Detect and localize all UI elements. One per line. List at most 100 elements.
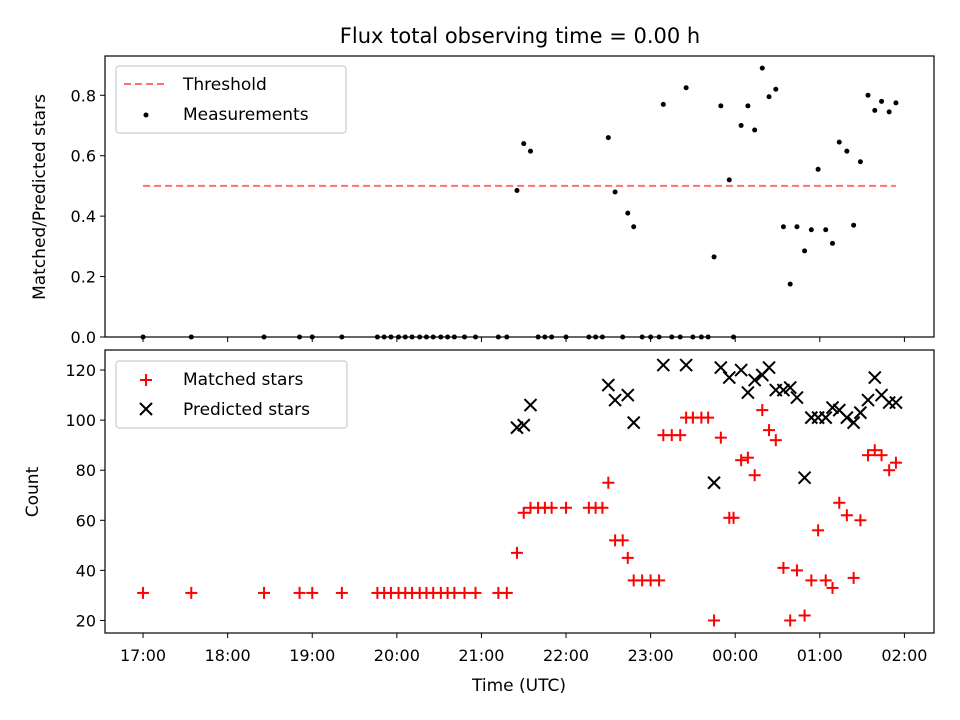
bottom-xtick-label: 19:00 bbox=[289, 646, 335, 665]
matched-star-point bbox=[883, 464, 896, 477]
bottom-ytick-label: 60 bbox=[76, 511, 96, 530]
predicted-star-point bbox=[846, 415, 861, 430]
bottom-legend: Matched stars Predicted stars bbox=[115, 360, 348, 429]
matched-star-point bbox=[868, 444, 881, 457]
matched-star-point bbox=[258, 586, 271, 599]
measurement-point bbox=[726, 177, 732, 183]
matched-star-point bbox=[137, 586, 150, 599]
measurement-point bbox=[660, 101, 666, 107]
predicted-star-point bbox=[734, 363, 748, 377]
predicted-star-point bbox=[626, 415, 641, 430]
measurement-point bbox=[844, 148, 850, 154]
matched-star-point bbox=[833, 496, 846, 509]
measurement-point bbox=[718, 103, 724, 109]
measurement-point bbox=[857, 159, 863, 165]
measurement-point bbox=[787, 281, 793, 287]
predicted-star-point bbox=[741, 385, 755, 400]
matched-star-point bbox=[653, 574, 666, 587]
top-axis-ticks: 0.0 0.2 0.4 0.6 0.8 bbox=[71, 86, 905, 347]
measurement-point bbox=[815, 166, 821, 172]
measurement-point bbox=[766, 94, 772, 100]
top-ytick-label: 0.6 bbox=[71, 147, 96, 166]
measurement-point bbox=[872, 107, 878, 113]
bottom-ytick-label: 120 bbox=[65, 361, 96, 380]
predicted-star-point bbox=[889, 395, 903, 410]
matched-star-point bbox=[621, 551, 634, 564]
bottom-panel: 20 40 60 80 100 120 17:00 18:00 19:00 20:00 21:00 2… bbox=[23, 349, 935, 696]
matched-star-point bbox=[756, 404, 769, 417]
matched-star-point bbox=[784, 614, 797, 627]
top-ylabel: Matched/Predicted stars bbox=[30, 94, 50, 300]
bottom-xtick-label: 18:00 bbox=[205, 646, 251, 665]
matched-legend-label: Matched stars bbox=[183, 370, 303, 390]
predicted-star-point bbox=[523, 398, 538, 412]
measurement-point bbox=[527, 148, 533, 154]
measurement-point bbox=[752, 127, 758, 133]
matched-star-point bbox=[510, 546, 523, 559]
bottom-xlabel: Time (UTC) bbox=[471, 676, 566, 696]
measurement-point bbox=[745, 103, 751, 109]
predicted-star-point bbox=[861, 393, 875, 407]
measurement-point bbox=[773, 86, 779, 92]
bottom-xtick-label: 23:00 bbox=[628, 646, 674, 665]
predicted-star-point bbox=[882, 395, 896, 410]
top-ytick-label: 0.2 bbox=[71, 268, 96, 287]
measurement-point bbox=[893, 100, 899, 106]
matched-star-point bbox=[735, 454, 748, 467]
measurement-point bbox=[605, 135, 611, 141]
matched-star-point bbox=[616, 534, 629, 547]
matched-star-point bbox=[862, 449, 875, 462]
matched-star-point bbox=[889, 456, 902, 469]
measurement-point bbox=[683, 85, 689, 91]
measurement-point bbox=[808, 227, 814, 233]
matched-star-point bbox=[448, 586, 461, 599]
bottom-ytick-label: 20 bbox=[76, 611, 96, 630]
matched-star-point bbox=[812, 524, 825, 537]
matched-star-point bbox=[545, 501, 558, 514]
measurement-point bbox=[631, 224, 637, 230]
matched-star-point bbox=[875, 449, 888, 462]
threshold-legend-label: Threshold bbox=[182, 75, 267, 95]
matched-star-point bbox=[458, 586, 471, 599]
measurement-point bbox=[625, 210, 631, 216]
matched-star-point bbox=[702, 411, 715, 424]
matched-star-point bbox=[763, 424, 776, 437]
bottom-legend-box bbox=[115, 360, 348, 429]
predicted-star-point bbox=[714, 360, 728, 375]
predicted-star-point bbox=[790, 390, 804, 405]
matched-star-point bbox=[185, 586, 198, 599]
bottom-ytick-label: 40 bbox=[76, 561, 96, 580]
matched-star-point bbox=[741, 451, 754, 464]
predicted-star-point bbox=[868, 370, 882, 385]
predicted-star-point bbox=[601, 378, 616, 392]
predicted-star-point bbox=[621, 388, 635, 402]
predicted-star-point bbox=[608, 393, 622, 407]
measurement-point bbox=[836, 139, 842, 145]
matched-star-point bbox=[517, 506, 530, 519]
matched-star-point bbox=[500, 586, 513, 599]
predicted-star-point bbox=[762, 360, 776, 375]
predicted-star-point bbox=[747, 373, 762, 387]
matched-star-point bbox=[777, 561, 790, 574]
measurement-point bbox=[802, 248, 808, 254]
measurement-point bbox=[711, 254, 717, 260]
top-ytick-label: 0.0 bbox=[71, 328, 96, 347]
matched-star-point bbox=[790, 564, 803, 577]
matched-star-point bbox=[596, 501, 609, 514]
matched-star-point bbox=[335, 586, 348, 599]
bottom-axes-frame bbox=[104, 349, 935, 634]
bottom-xtick-label: 00:00 bbox=[712, 646, 758, 665]
bottom-xtick-label: 17:00 bbox=[120, 646, 166, 665]
top-axes-frame bbox=[104, 55, 935, 338]
bottom-ylabel: Count bbox=[23, 466, 43, 517]
matched-star-point bbox=[769, 434, 782, 447]
measurement-point bbox=[886, 109, 892, 115]
matched-star-point bbox=[708, 614, 721, 627]
predicted-star-point bbox=[722, 370, 736, 385]
measurement-point bbox=[865, 92, 871, 98]
bottom-xtick-label: 20:00 bbox=[374, 646, 420, 665]
predicted-star-point bbox=[804, 410, 819, 425]
matched-star-point bbox=[840, 509, 853, 522]
matched-star-point bbox=[805, 574, 818, 587]
